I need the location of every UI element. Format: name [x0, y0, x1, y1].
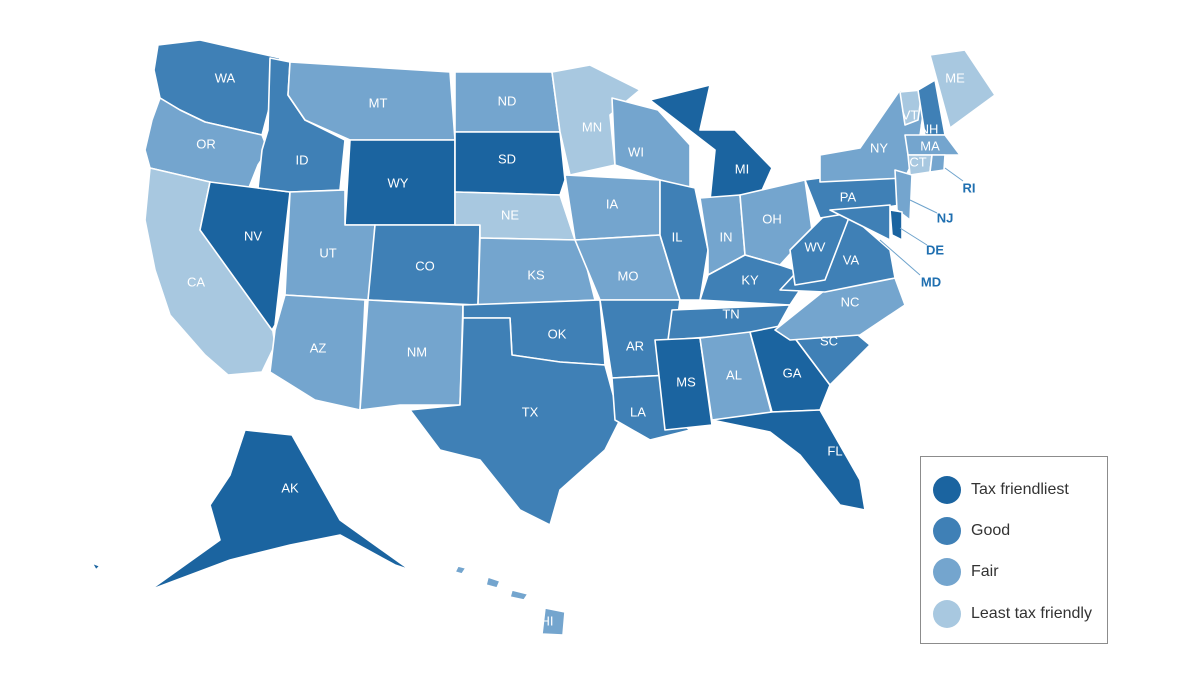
state-hi — [541, 607, 566, 636]
state-label-vt: VT — [902, 107, 919, 122]
state-nj — [894, 169, 913, 221]
state-label-mt: MT — [369, 95, 388, 110]
state-label-pa: PA — [840, 189, 857, 204]
state-label-nd: ND — [498, 93, 517, 108]
state-label-me: ME — [945, 70, 965, 85]
state-sd — [454, 131, 566, 196]
hawaii-island-kauai — [485, 576, 501, 589]
legend-swatch-least-tax-friendly — [933, 600, 961, 628]
state-ms — [654, 337, 713, 431]
state-label-md: MD — [921, 274, 941, 289]
state-label-tx: TX — [522, 404, 539, 419]
state-label-nh: NH — [920, 121, 939, 136]
state-label-ma: MA — [920, 138, 940, 153]
legend-item-fair: Fair — [933, 557, 999, 587]
legend-label-tax-friendliest: Tax friendliest — [971, 481, 1069, 498]
state-label-ak: AK — [281, 480, 299, 495]
legend-swatch-good — [933, 517, 961, 545]
state-tx — [409, 317, 621, 526]
leader-line-nj — [909, 199, 938, 214]
hawaii-island-niihau — [454, 565, 467, 575]
legend-item-least-tax-friendly: Least tax friendly — [933, 599, 1092, 629]
legend: Tax friendliest Good Fair Least tax frie… — [920, 456, 1108, 644]
legend-label-good: Good — [971, 522, 1011, 539]
state-label-nj: NJ — [937, 210, 954, 225]
state-vt — [899, 89, 923, 126]
state-label-mn: MN — [582, 119, 602, 134]
state-label-il: IL — [672, 229, 683, 244]
state-fl — [711, 409, 866, 511]
leader-line-de — [899, 227, 928, 246]
leader-line-ri — [944, 167, 964, 182]
state-label-wy: WY — [388, 175, 409, 190]
state-label-ct: CT — [909, 154, 926, 169]
state-label-nv: NV — [244, 228, 262, 243]
hawaii-island-oahu — [509, 589, 529, 601]
aleutian-island — [91, 562, 101, 571]
state-ma — [904, 134, 961, 156]
state-label-ms: MS — [676, 374, 696, 389]
state-md — [829, 204, 891, 241]
legend-swatch-fair — [933, 558, 961, 586]
state-label-id: ID — [296, 152, 309, 167]
legend-label-fair: Fair — [971, 563, 999, 580]
state-or — [144, 97, 269, 191]
leader-line-md — [879, 239, 921, 276]
state-label-ar: AR — [626, 338, 644, 353]
state-label-nc: NC — [841, 294, 860, 309]
state-label-wi: WI — [628, 144, 644, 159]
state-label-sd: SD — [498, 151, 516, 166]
state-label-sc: SC — [820, 333, 838, 348]
state-label-hi: HI — [541, 613, 554, 628]
state-mn — [551, 64, 641, 176]
state-label-oh: OH — [762, 211, 782, 226]
state-label-ne: NE — [501, 207, 519, 222]
state-me — [929, 49, 996, 129]
state-label-or: OR — [196, 136, 216, 151]
state-label-wa: WA — [215, 70, 236, 85]
state-label-in: IN — [720, 229, 733, 244]
state-ak — [149, 429, 411, 591]
state-label-ut: UT — [319, 245, 336, 260]
state-labels-layer: WA OR CA NV ID MT WY UT AZ CO NM ND SD NE KS OK TX MN IA MO… — [187, 70, 976, 628]
state-label-wv: WV — [805, 239, 826, 254]
state-label-co: CO — [415, 258, 435, 273]
state-nm — [359, 299, 464, 411]
state-mi — [649, 84, 773, 201]
state-label-tn: TN — [722, 306, 739, 321]
state-label-ia: IA — [606, 196, 619, 211]
state-label-az: AZ — [310, 340, 327, 355]
state-label-ri: RI — [963, 180, 976, 195]
state-label-ny: NY — [870, 140, 888, 155]
state-label-va: VA — [843, 252, 860, 267]
state-label-ok: OK — [548, 326, 567, 341]
state-label-al: AL — [726, 367, 742, 382]
states-layer — [91, 39, 996, 636]
state-label-ky: KY — [741, 272, 759, 287]
state-label-fl: FL — [827, 443, 842, 458]
state-label-de: DE — [926, 242, 944, 257]
state-label-ks: KS — [527, 267, 545, 282]
state-ny — [819, 89, 926, 183]
state-label-mo: MO — [618, 268, 639, 283]
legend-label-least-tax-friendly: Least tax friendly — [971, 605, 1092, 622]
legend-swatch-tax-friendliest — [933, 476, 961, 504]
legend-item-good: Good — [933, 516, 1010, 546]
state-label-ca: CA — [187, 274, 205, 289]
state-az — [269, 294, 366, 411]
state-label-ga: GA — [783, 365, 802, 380]
state-label-mi: MI — [735, 161, 749, 176]
state-label-la: LA — [630, 404, 646, 419]
state-de — [889, 209, 903, 241]
state-label-nm: NM — [407, 344, 427, 359]
state-ri — [929, 154, 946, 173]
legend-item-tax-friendliest: Tax friendliest — [933, 475, 1069, 505]
